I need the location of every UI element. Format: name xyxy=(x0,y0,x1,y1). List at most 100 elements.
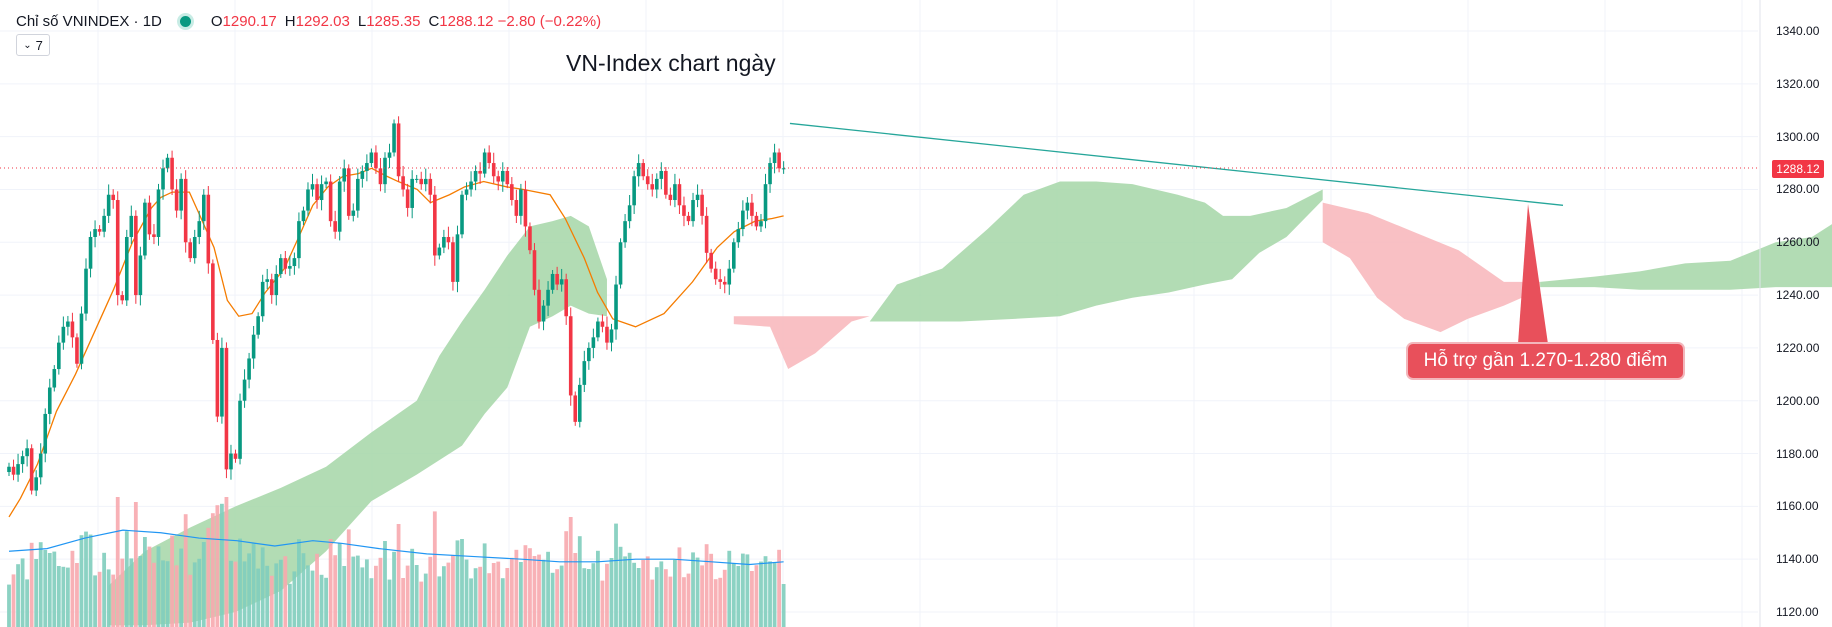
candle-body xyxy=(532,250,537,290)
volume-bar xyxy=(138,556,143,627)
volume-bar xyxy=(378,557,383,627)
volume-bar xyxy=(374,565,378,627)
candle-body xyxy=(138,255,143,296)
candle-body xyxy=(401,176,405,190)
volume-bar xyxy=(351,556,356,627)
candle-body xyxy=(564,279,568,317)
indicators-toggle-button[interactable]: ⌄ 7 xyxy=(16,34,50,56)
volume-bar xyxy=(451,555,455,627)
volume-bar xyxy=(405,565,410,627)
ohlc-high-value: 1292.03 xyxy=(295,12,350,30)
candle-body xyxy=(781,168,786,170)
volume-bar xyxy=(469,578,473,627)
candle-body xyxy=(134,215,138,296)
volume-bar xyxy=(754,565,759,627)
volume-bar xyxy=(220,503,224,627)
candle-body xyxy=(310,184,315,190)
candle-body xyxy=(451,242,455,282)
candle-body xyxy=(573,395,578,422)
candle-body xyxy=(759,221,763,227)
volume-bar xyxy=(319,574,324,627)
candle-body xyxy=(84,268,88,314)
volume-bar xyxy=(75,563,79,627)
candle-body xyxy=(328,181,333,222)
candle-body xyxy=(419,178,424,185)
candle-body xyxy=(446,236,451,243)
annotation-pointer xyxy=(1518,204,1548,344)
candle-body xyxy=(47,387,52,414)
candle-body xyxy=(741,210,745,230)
volume-bar xyxy=(70,550,75,627)
candle-body xyxy=(460,194,464,235)
volume-bar xyxy=(383,541,387,627)
volume-bar xyxy=(242,561,247,627)
candle-body xyxy=(768,163,772,185)
volume-bar xyxy=(93,575,97,627)
volume-bar xyxy=(43,550,48,627)
volume-bar xyxy=(772,562,777,627)
candle-body xyxy=(587,347,591,362)
candle-body xyxy=(297,221,301,259)
candlestick-series xyxy=(7,116,786,497)
volume-bar xyxy=(509,557,514,627)
volume-bar xyxy=(133,502,138,627)
candle-body xyxy=(704,215,709,253)
candle-body xyxy=(437,247,442,256)
volume-bar xyxy=(673,559,677,627)
candle-body xyxy=(165,157,170,169)
cloud-bullish xyxy=(869,181,1323,322)
volume-bar xyxy=(731,563,736,627)
volume-bar xyxy=(695,557,700,627)
candle-body xyxy=(111,194,115,201)
volume-bar xyxy=(170,535,174,627)
price-axis-tick: 1180.00 xyxy=(1776,446,1819,461)
volume-bar xyxy=(287,583,292,627)
volume-bar xyxy=(387,579,392,627)
candle-body xyxy=(636,163,641,177)
price-axis-tick: 1280.00 xyxy=(1776,182,1820,197)
volume-bar xyxy=(609,558,614,627)
candle-body xyxy=(686,215,691,222)
symbol-name[interactable]: Chỉ số VNINDEX · 1D xyxy=(16,12,162,30)
volume-bar xyxy=(478,566,483,627)
volume-bar xyxy=(256,568,261,627)
volume-bar xyxy=(600,580,605,627)
resistance-line xyxy=(789,122,1564,206)
ohlc-high-key: H xyxy=(284,12,296,30)
volume-bar xyxy=(441,566,446,627)
candle-body xyxy=(736,229,741,243)
candle-body xyxy=(34,477,38,491)
candle-body xyxy=(88,236,93,269)
candle-body xyxy=(605,326,609,343)
candle-body xyxy=(645,176,650,185)
volume-bar xyxy=(704,544,709,627)
volume-bar xyxy=(337,543,342,627)
candle-body xyxy=(11,466,16,475)
volume-bar xyxy=(269,575,274,627)
price-axis-tick: 1160.00 xyxy=(1776,499,1819,514)
volume-bar xyxy=(111,574,116,627)
candle-body xyxy=(464,189,469,195)
volume-bar xyxy=(641,560,646,627)
candle-body xyxy=(396,123,401,177)
volume-bar xyxy=(156,546,161,627)
candle-body xyxy=(519,189,523,216)
candle-body xyxy=(405,189,410,208)
volume-bar xyxy=(632,562,637,627)
candle-body xyxy=(174,189,179,211)
candle-body xyxy=(269,279,274,296)
chart-title: VN-Index chart ngày xyxy=(566,50,776,76)
candle-body xyxy=(627,205,632,222)
price-axis-tick: 1340.00 xyxy=(1776,24,1820,38)
candle-body xyxy=(609,329,614,343)
cloud-bullish xyxy=(108,215,607,626)
candle-body xyxy=(192,236,197,259)
volume-bar xyxy=(34,559,39,627)
candle-body xyxy=(618,242,623,285)
volume-bar xyxy=(718,577,723,627)
candle-body xyxy=(156,189,161,237)
volume-bar xyxy=(238,538,242,627)
volume-bar xyxy=(618,546,623,627)
candle-body xyxy=(152,234,156,237)
